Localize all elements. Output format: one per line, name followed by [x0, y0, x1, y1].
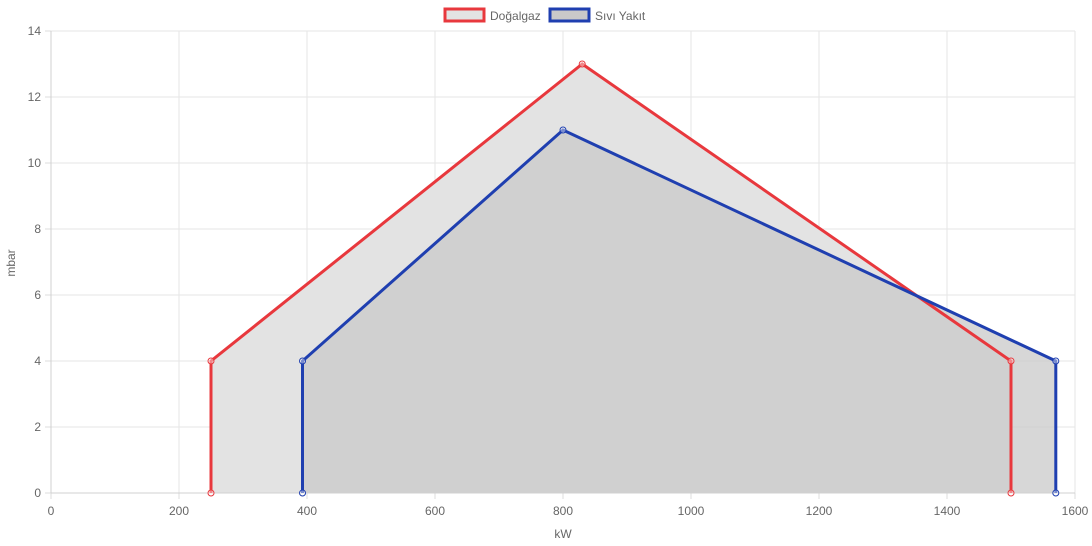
series-points	[207, 60, 1060, 497]
data-point[interactable]	[559, 126, 567, 134]
data-point[interactable]	[299, 357, 307, 365]
legend-item-2[interactable]: Sıvı Yakıt	[548, 7, 646, 23]
series-fills	[211, 64, 1056, 493]
data-point[interactable]	[207, 357, 215, 365]
data-point[interactable]	[1007, 357, 1015, 365]
legend-swatch	[548, 7, 591, 23]
x-tick-label: 1600	[1062, 504, 1089, 518]
y-tick-label: 6	[34, 288, 41, 302]
y-tick-label: 0	[34, 486, 41, 500]
y-tick-label: 14	[28, 24, 42, 38]
axes	[45, 30, 1076, 499]
data-point[interactable]	[1052, 357, 1060, 365]
x-tick-label: 1200	[806, 504, 833, 518]
data-point[interactable]	[1052, 489, 1060, 497]
series-line-1	[209, 62, 1013, 493]
data-point[interactable]	[207, 489, 215, 497]
data-point[interactable]	[1007, 489, 1015, 497]
y-tick-labels: 0 2 4 6 8 10 12 14	[28, 24, 42, 500]
legend-item-1[interactable]: Doğalgaz	[443, 7, 541, 23]
legend-swatch	[443, 7, 486, 23]
y-tick-label: 2	[34, 420, 41, 434]
x-tick-label: 0	[48, 504, 55, 518]
x-tick-label: 1000	[678, 504, 705, 518]
legend-label: Doğalgaz	[490, 9, 541, 23]
y-tick-label: 8	[34, 222, 41, 236]
y-tick-label: 12	[28, 90, 42, 104]
x-axis-title: kW	[554, 527, 572, 541]
data-point[interactable]	[578, 60, 586, 68]
x-tick-label: 800	[553, 504, 573, 518]
series-area-2	[302, 130, 1056, 493]
legend-label: Sıvı Yakıt	[595, 9, 646, 23]
x-tick-label: 600	[425, 504, 445, 518]
legend[interactable]: Doğalgaz Sıvı Yakıt	[443, 7, 646, 23]
series-line-2	[301, 128, 1058, 493]
x-tick-labels: 0 200 400 600 800 1000 1200 1400 1600	[48, 504, 1089, 518]
series-lines	[209, 62, 1058, 493]
x-tick-label: 400	[297, 504, 317, 518]
y-tick-label: 4	[34, 354, 41, 368]
x-tick-label: 200	[169, 504, 189, 518]
data-point[interactable]	[299, 489, 307, 497]
y-axis-title: mbar	[4, 249, 18, 276]
x-tick-label: 1400	[934, 504, 961, 518]
y-tick-label: 10	[28, 156, 42, 170]
